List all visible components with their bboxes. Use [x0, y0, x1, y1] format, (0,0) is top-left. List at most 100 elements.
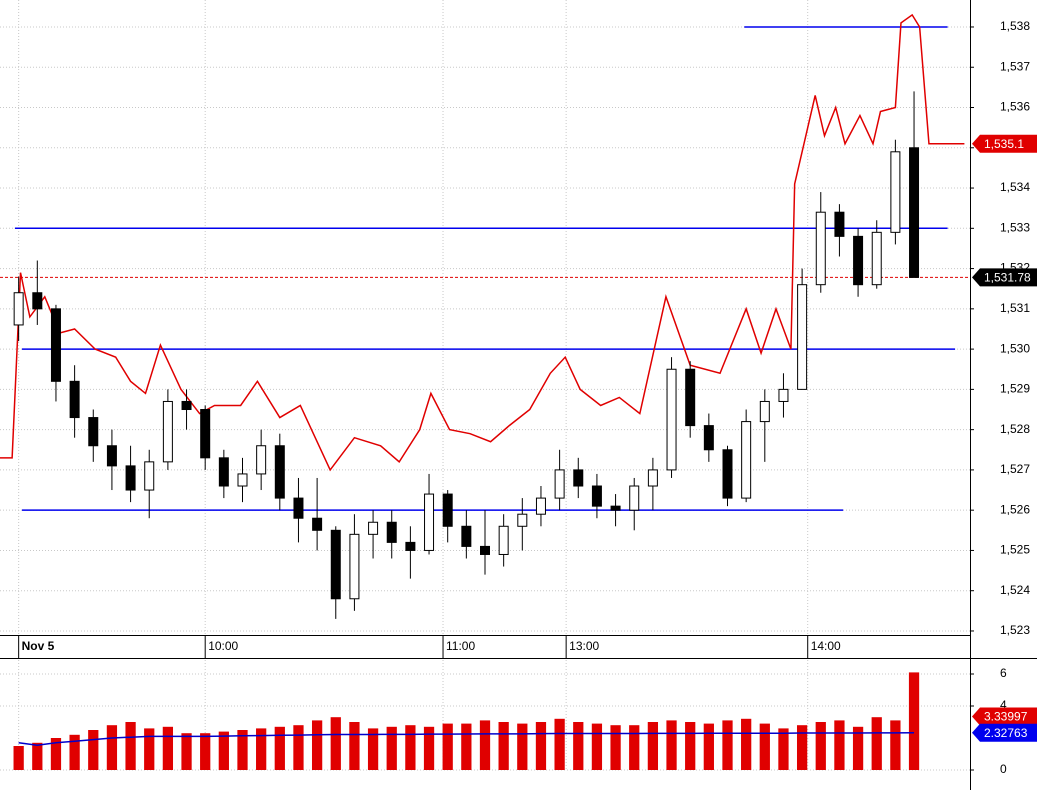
volume-bar	[274, 726, 285, 770]
candle-body	[237, 473, 248, 487]
volume-bar	[722, 720, 733, 770]
candle-body	[200, 409, 211, 459]
volume-bar	[330, 717, 341, 770]
volume-bar	[554, 718, 565, 770]
average-line	[18, 731, 915, 746]
volume-bar	[237, 730, 248, 770]
volume-bar	[871, 717, 882, 770]
candle-body	[610, 505, 621, 511]
candle-body	[778, 388, 789, 402]
candle-body	[144, 461, 155, 491]
candle-body	[703, 425, 714, 451]
y-tick-label: 1,530	[1000, 341, 1030, 355]
y-tick-label: 1,529	[1000, 382, 1030, 396]
y-tick-label: 1,536	[1000, 100, 1030, 114]
average-label: 2.32763	[984, 726, 1028, 740]
candle-body	[629, 485, 640, 511]
volume-bar	[890, 720, 901, 770]
volume-bar	[629, 725, 640, 770]
candle-body	[853, 235, 864, 286]
volume-bar	[106, 725, 118, 770]
volume-bar	[50, 738, 62, 770]
y-tick-label: 1,537	[1000, 59, 1030, 73]
candle-body	[125, 465, 136, 491]
overlay-line	[0, 13, 965, 472]
candle-body	[256, 445, 267, 475]
candle-body	[442, 493, 453, 527]
candle-body	[722, 449, 733, 499]
y-tick-label: 1,538	[1000, 19, 1030, 33]
candle-body	[909, 147, 920, 278]
price-label-box	[972, 134, 1037, 153]
y-tick-label: 4	[1000, 698, 1007, 712]
candle-body	[573, 469, 584, 487]
price-label-box	[972, 707, 1037, 726]
candle-body	[815, 211, 826, 286]
y-tick-label: 1,525	[1000, 543, 1030, 557]
candle-body	[181, 400, 192, 411]
y-tick-label: 6	[1000, 666, 1007, 680]
volume-bar	[32, 742, 43, 770]
candle-body	[13, 292, 24, 326]
volume-bar	[349, 722, 360, 770]
volume-bar	[405, 725, 416, 770]
x-tick-label: 13:00	[569, 639, 599, 653]
candle-body	[312, 517, 323, 531]
candle-body	[591, 485, 602, 507]
volume-bar	[498, 722, 509, 770]
volume-bar	[311, 720, 323, 770]
candle-body	[386, 521, 397, 543]
volume-bar	[367, 728, 379, 770]
volume-bar	[461, 723, 472, 770]
volume-bar	[610, 725, 621, 770]
volume-bar	[181, 733, 192, 770]
y-tick-label: 1,523	[1000, 623, 1030, 637]
candle-body	[293, 497, 304, 519]
volume-bar	[218, 731, 229, 770]
volume-bar	[796, 725, 808, 770]
x-tick-label: 11:00	[446, 639, 475, 653]
candle-body	[535, 497, 546, 515]
candle-body	[498, 525, 509, 555]
y-tick-label: 1,534	[1000, 180, 1030, 194]
candle-body	[480, 545, 490, 555]
volume-bar	[256, 728, 267, 770]
x-tick-label: 14:00	[811, 639, 841, 653]
volume-bar	[591, 723, 603, 770]
volume-bar	[386, 726, 397, 770]
volume-bar	[703, 723, 714, 770]
volume-bar	[815, 722, 826, 770]
volume-bar	[573, 722, 584, 770]
price-label-box	[972, 723, 1037, 742]
candle-body	[759, 400, 770, 423]
y-tick-label: 0	[1000, 762, 1007, 776]
candle-body	[834, 211, 845, 237]
volume-bar	[778, 728, 789, 770]
volume-bar	[908, 672, 920, 770]
volume-bar	[293, 725, 304, 770]
candle-body	[685, 368, 696, 427]
y-tick-label: 1,527	[1000, 462, 1030, 476]
volume-bar	[834, 720, 845, 770]
volume-bar	[741, 718, 752, 770]
volume-bar	[517, 723, 528, 770]
volume-bar	[125, 722, 136, 770]
volume-bar	[13, 746, 24, 770]
last-price-label: 1,531.78	[984, 271, 1031, 285]
candle-body	[69, 380, 80, 419]
price-label-box	[972, 268, 1037, 287]
volume-bar	[535, 722, 547, 770]
y-tick-label: 1,528	[1000, 422, 1030, 436]
candle-body	[330, 529, 341, 600]
candle-body	[797, 284, 808, 390]
overlay-price-label: 1,535.1	[984, 137, 1024, 151]
candle-body	[647, 469, 658, 487]
volume-bar	[647, 722, 659, 770]
volume-bar	[144, 728, 155, 770]
candle-body	[666, 368, 677, 471]
volume-bar	[200, 733, 211, 770]
y-tick-label: 1,524	[1000, 583, 1030, 597]
